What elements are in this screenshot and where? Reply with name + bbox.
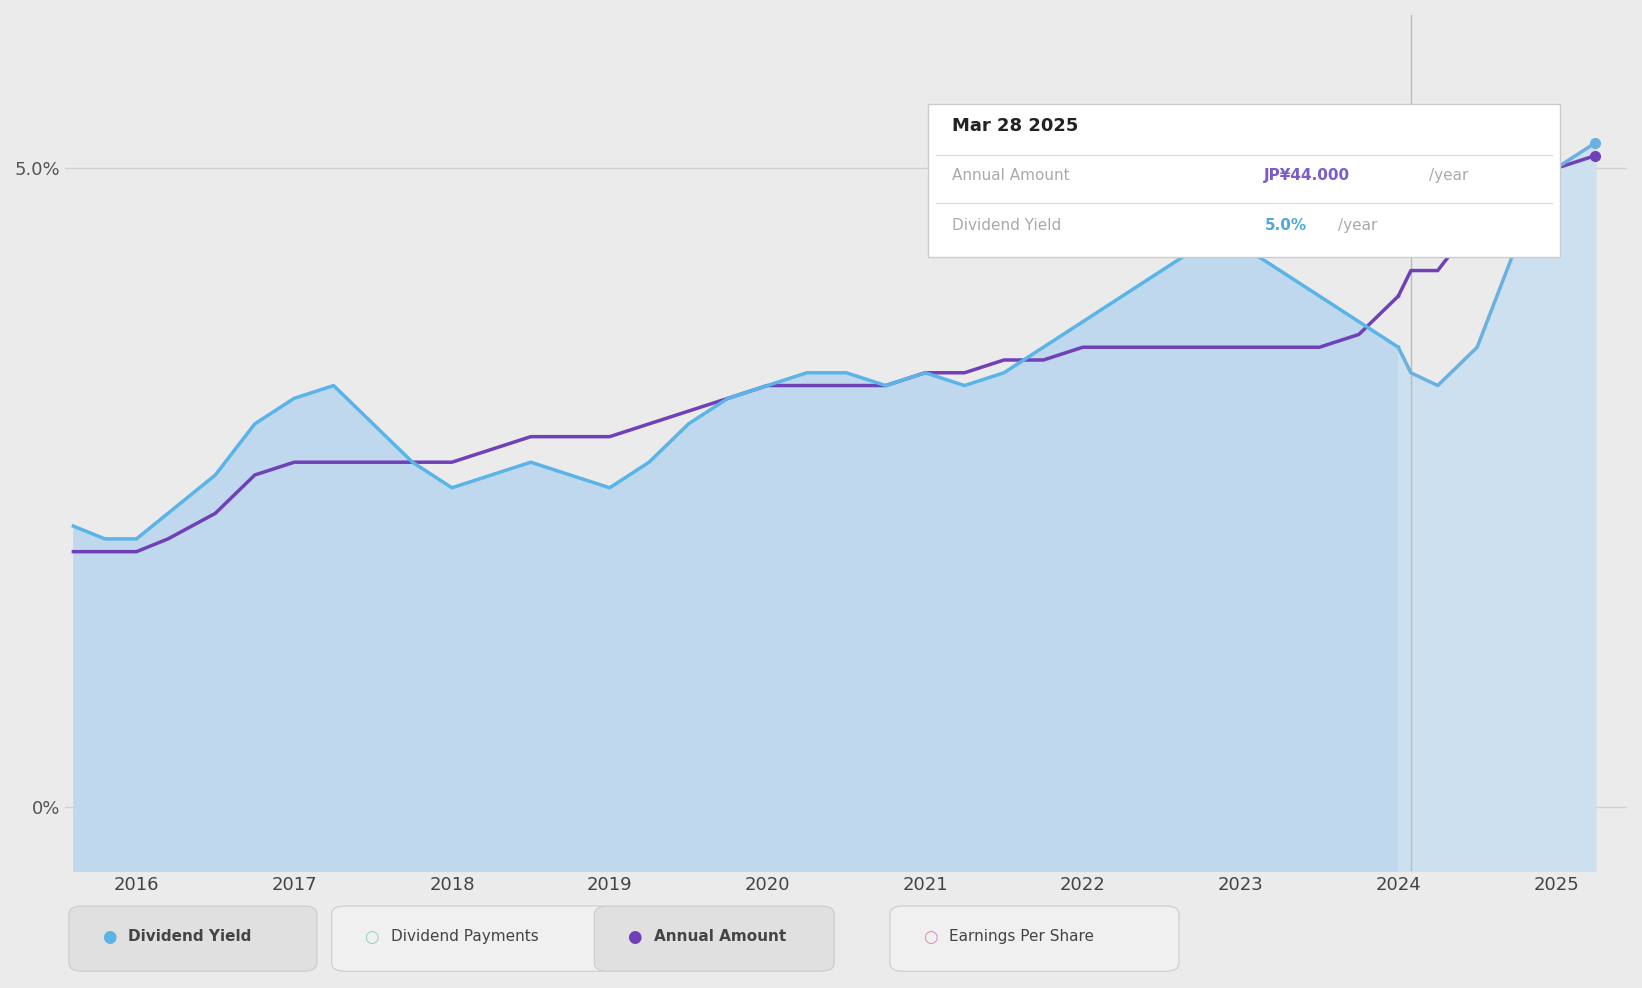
Text: Mar 28 2025: Mar 28 2025	[952, 118, 1079, 135]
Text: ○: ○	[365, 928, 379, 946]
Text: /year: /year	[1429, 168, 1468, 183]
Text: 5.0%: 5.0%	[1264, 218, 1307, 233]
Text: Dividend Yield: Dividend Yield	[128, 929, 251, 945]
Text: Dividend Yield: Dividend Yield	[952, 218, 1062, 233]
Text: JP¥44.000: JP¥44.000	[1264, 168, 1350, 183]
Text: ○: ○	[923, 928, 938, 946]
Text: Annual Amount: Annual Amount	[952, 168, 1071, 183]
Text: Earnings Per Share: Earnings Per Share	[949, 929, 1094, 945]
Text: Past: Past	[1420, 166, 1453, 181]
Text: ●: ●	[627, 928, 642, 946]
Text: Annual Amount: Annual Amount	[654, 929, 787, 945]
Text: /year: /year	[1338, 218, 1378, 233]
Text: ●: ●	[102, 928, 117, 946]
Text: Dividend Payments: Dividend Payments	[391, 929, 539, 945]
